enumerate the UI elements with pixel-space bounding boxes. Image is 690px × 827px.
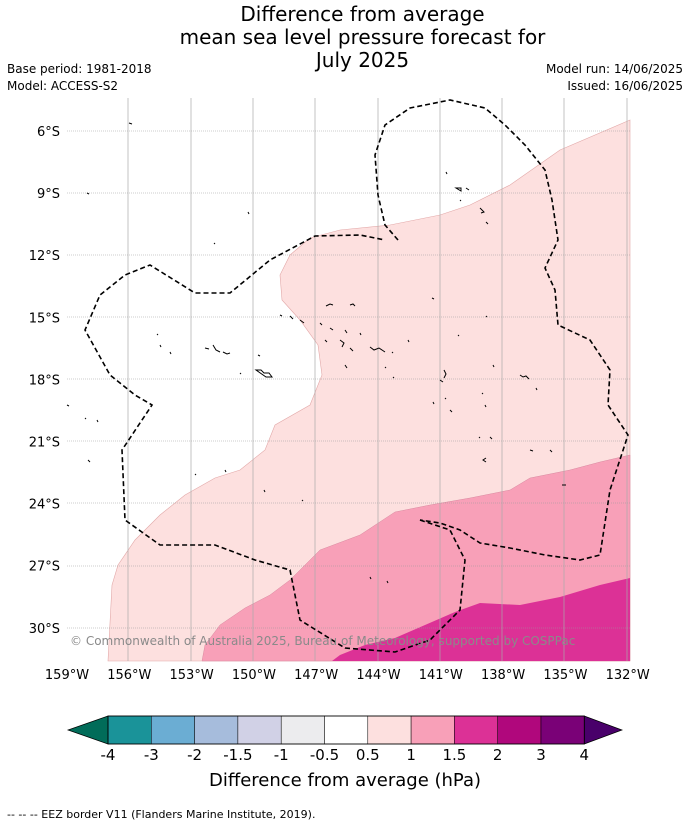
lat-label: 27°S	[29, 560, 60, 575]
colorbar-tick-label: 2	[493, 746, 503, 764]
colorbar-tick-label: -1	[274, 746, 289, 764]
eez-border-french-polynesia	[84, 234, 466, 653]
lon-label: 150°W	[232, 668, 276, 683]
colorbar-tick-label: 1	[406, 746, 416, 764]
colorbar-segment	[540, 715, 585, 745]
colorbar-tick-label: -1.5	[223, 746, 252, 764]
colorbar-segment	[367, 715, 412, 745]
eez-border-kiribati-line	[374, 99, 629, 561]
lon-label: 144°W	[356, 668, 400, 683]
lat-label: 9°S	[37, 187, 60, 202]
lon-label: 132°W	[606, 668, 650, 683]
eez-legend-note: -- -- -- EEZ border V11 (Flanders Marine…	[7, 808, 316, 821]
title-line-3: July 2025	[315, 48, 410, 72]
colorbar-over-arrow	[583, 715, 624, 745]
base-period: Base period: 1981-2018	[7, 62, 152, 76]
colorbar-frame	[107, 715, 585, 745]
meridians	[127, 98, 628, 661]
colorbar-segment	[280, 715, 325, 745]
longitude-labels: 159°W 156°W 153°W 150°W 147°W 144°W 141°W 138°W…	[45, 668, 650, 683]
colorbar-segment	[454, 715, 498, 745]
eez-borders	[84, 99, 629, 653]
latitude-labels: 6°S 9°S 12°S 15°S 18°S 21°S 24°S 27°S 30°S	[29, 125, 60, 637]
colorbar-segment	[237, 715, 282, 745]
colorbar-tick-label: -3	[144, 746, 159, 764]
lat-label: 24°S	[29, 498, 60, 513]
lon-label: 147°W	[294, 668, 338, 683]
islands	[66, 122, 566, 584]
issued-date: Issued: 16/06/2025	[567, 79, 683, 93]
copyright-notice: © Commonwealth of Australia 2025, Bureau…	[70, 634, 576, 648]
colorbar: -4 -3 -2 -1.5 -1 -0.5 0.5 1 1.5 2 3 4	[66, 715, 624, 764]
lon-label: 138°W	[481, 668, 525, 683]
lon-label: 159°W	[45, 668, 89, 683]
lat-label: 21°S	[29, 436, 60, 451]
colorbar-tick-label: 1.5	[442, 746, 466, 764]
colorbar-tick-label: 3	[536, 746, 546, 764]
lon-label: 156°W	[107, 668, 151, 683]
model-run: Model run: 14/06/2025	[545, 62, 683, 76]
model-name: Model: ACCESS-S2	[7, 79, 119, 93]
colorbar-under-arrow	[66, 715, 109, 745]
lat-label: 12°S	[29, 249, 60, 264]
lon-label: 135°W	[543, 668, 587, 683]
lat-label: 18°S	[29, 373, 60, 388]
lat-label: 15°S	[29, 311, 60, 326]
colorbar-segment	[410, 715, 455, 745]
lat-label: 30°S	[29, 622, 60, 637]
colorbar-segment	[324, 715, 369, 745]
lon-label: 141°W	[419, 668, 463, 683]
colorbar-segment	[107, 715, 152, 745]
colorbar-tick-label: -4	[101, 746, 116, 764]
colorbar-segment	[151, 715, 195, 745]
colorbar-tick-label: 0.5	[356, 746, 380, 764]
title-line-2: mean sea level pressure forecast for	[179, 25, 546, 49]
colorbar-tick-label: -0.5	[310, 746, 339, 764]
title-line-1: Difference from average	[240, 2, 485, 26]
lon-label: 153°W	[170, 668, 214, 683]
colorbar-segment	[497, 715, 542, 745]
colorbar-title: Difference from average (hPa)	[208, 770, 482, 791]
colorbar-tick-label: -2	[187, 746, 202, 764]
colorbar-segment	[194, 715, 239, 745]
lat-label: 6°S	[37, 125, 60, 140]
anomaly-region-1-5-to-2	[332, 578, 630, 661]
colorbar-tick-label: 4	[580, 746, 590, 764]
